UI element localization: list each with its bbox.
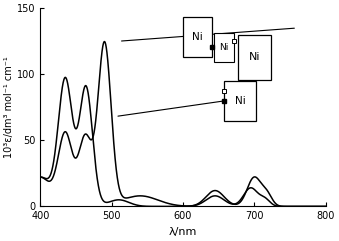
Bar	[183, 17, 212, 57]
Bar	[224, 81, 256, 120]
Text: Ni: Ni	[248, 52, 260, 62]
Text: Ni: Ni	[192, 32, 203, 42]
Bar	[238, 35, 271, 80]
Y-axis label: 10³ε/dm³ mol⁻¹ cm⁻¹: 10³ε/dm³ mol⁻¹ cm⁻¹	[4, 56, 14, 158]
Bar	[214, 33, 234, 62]
Text: Ni: Ni	[235, 96, 245, 106]
X-axis label: λ/nm: λ/nm	[169, 227, 197, 237]
Text: Ni: Ni	[219, 43, 228, 52]
